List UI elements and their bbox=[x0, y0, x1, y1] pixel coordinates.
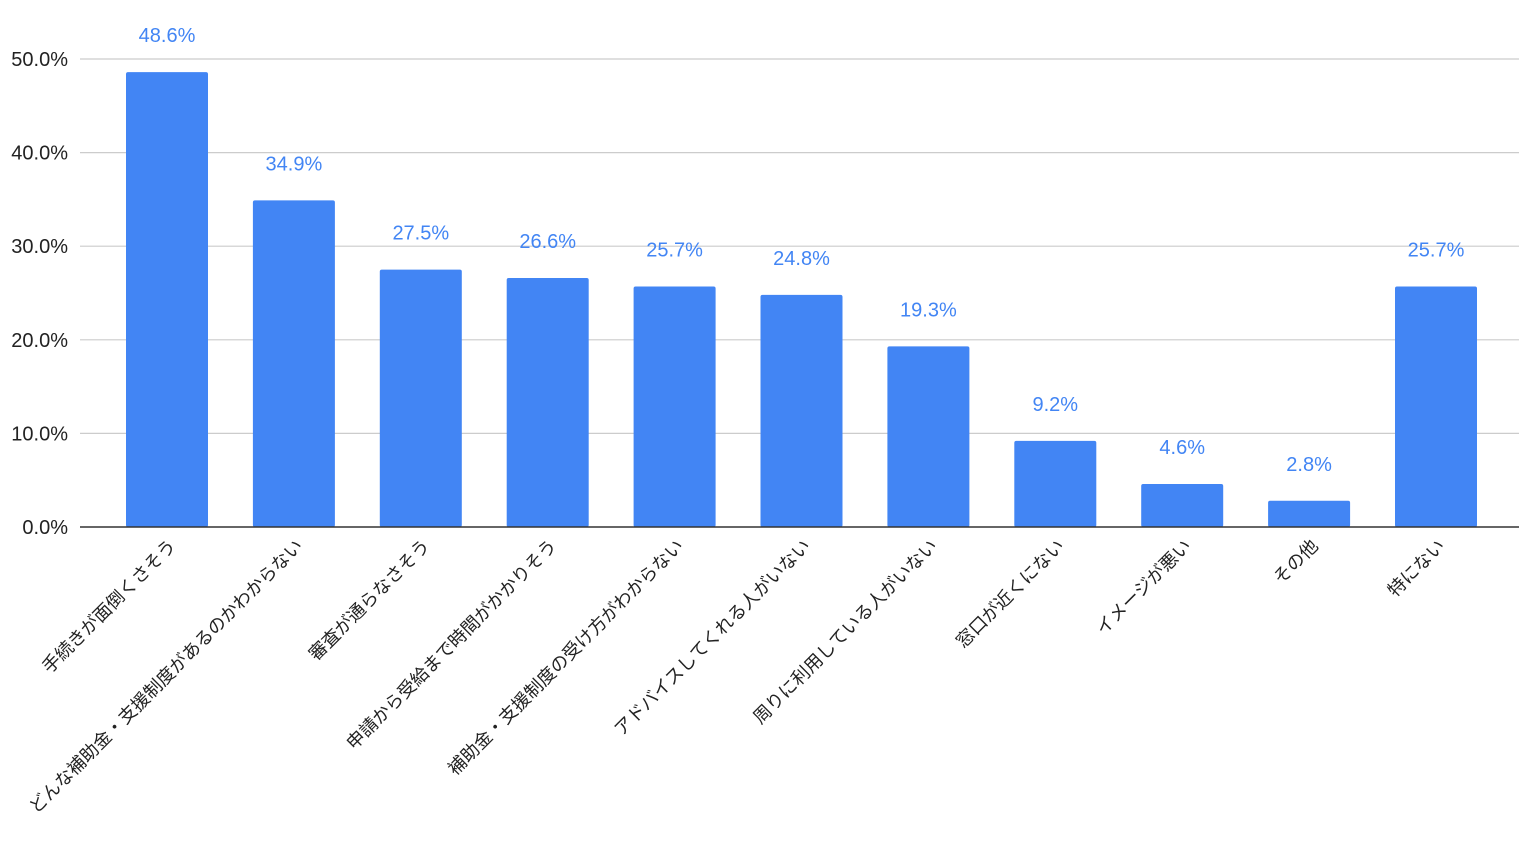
bar bbox=[633, 286, 716, 527]
data-label: 4.6% bbox=[1159, 437, 1205, 459]
data-label: 9.2% bbox=[1033, 394, 1079, 416]
bar bbox=[887, 346, 970, 527]
data-labels: 48.6% 34.9% 27.5% 26.6% 25.7% 24.8% 19.3% 9.2% 4… bbox=[139, 25, 1465, 476]
data-label: 48.6% bbox=[139, 25, 196, 47]
x-category-label: 特にない bbox=[1384, 536, 1450, 602]
bar bbox=[126, 72, 208, 527]
data-label: 2.8% bbox=[1286, 454, 1332, 476]
bar bbox=[379, 269, 462, 527]
x-category-label: 窓口が近くにない bbox=[952, 536, 1069, 653]
bar bbox=[506, 278, 589, 527]
x-category-label: イメージが悪い bbox=[1092, 536, 1196, 640]
bar bbox=[1014, 440, 1097, 527]
y-tick-label: 20.0% bbox=[11, 330, 68, 352]
bars bbox=[126, 72, 1477, 527]
y-tick-label: 50.0% bbox=[11, 49, 68, 71]
bar bbox=[1268, 500, 1351, 527]
x-category-label: アドバイスしてくれる人がいない bbox=[610, 536, 815, 741]
bar bbox=[252, 200, 335, 527]
bar bbox=[760, 294, 843, 527]
x-category-label: その他 bbox=[1270, 536, 1323, 589]
data-label: 34.9% bbox=[266, 153, 323, 175]
data-label: 24.8% bbox=[773, 248, 830, 270]
x-category-label: 手続きが面倒くさそう bbox=[38, 536, 180, 678]
data-label: 25.7% bbox=[646, 239, 703, 261]
data-label: 27.5% bbox=[392, 223, 449, 245]
y-tick-label: 30.0% bbox=[11, 236, 68, 258]
y-tick-label: 40.0% bbox=[11, 143, 68, 165]
bar bbox=[1141, 483, 1224, 527]
bar bbox=[1395, 286, 1477, 527]
y-tick-label: 10.0% bbox=[11, 423, 68, 445]
x-category-label: どんな補助金・支援制度があるのかわからない bbox=[25, 536, 307, 818]
x-category-label: 審査が通らなさそう bbox=[305, 536, 434, 665]
x-axis-category-labels: 手続きが面倒くさそうどんな補助金・支援制度があるのかわからない審査が通らなさそう… bbox=[25, 536, 1449, 818]
data-label: 25.7% bbox=[1408, 239, 1465, 261]
x-category-label: 補助金・支援制度の受け方がわからない bbox=[444, 536, 688, 780]
y-axis-tick-labels: 0.0% 10.0% 20.0% 30.0% 40.0% 50.0% bbox=[11, 49, 68, 539]
y-tick-label: 0.0% bbox=[22, 517, 68, 539]
data-label: 19.3% bbox=[900, 299, 957, 321]
x-category-label: 申請から受給まで時間がかかりそう bbox=[343, 536, 561, 754]
data-label: 26.6% bbox=[519, 231, 576, 253]
